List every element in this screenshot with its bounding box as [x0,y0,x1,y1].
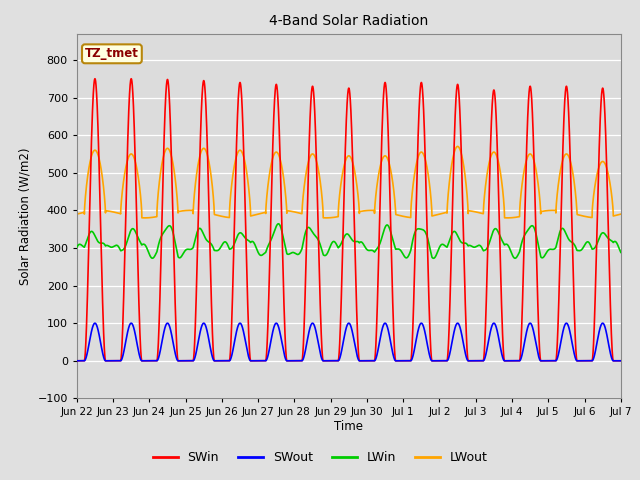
Legend: SWin, SWout, LWin, LWout: SWin, SWout, LWin, LWout [147,446,493,469]
Text: TZ_tmet: TZ_tmet [85,48,139,60]
Title: 4-Band Solar Radiation: 4-Band Solar Radiation [269,14,428,28]
Y-axis label: Solar Radiation (W/m2): Solar Radiation (W/m2) [19,147,32,285]
X-axis label: Time: Time [334,420,364,433]
